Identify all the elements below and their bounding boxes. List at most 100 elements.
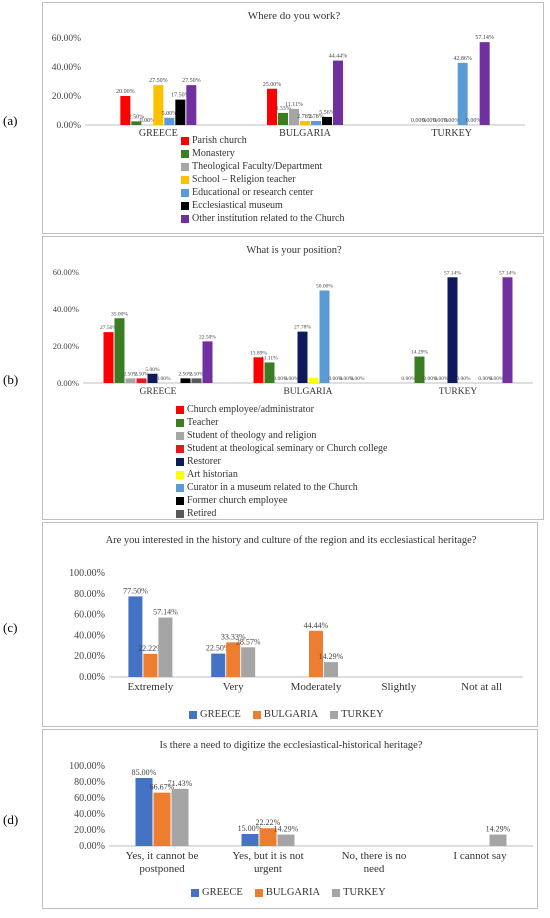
bar: [322, 116, 332, 125]
data-label: 8.33%: [275, 106, 291, 112]
legend-entry: TURKEY: [330, 709, 384, 720]
data-label: 0.00%: [422, 118, 438, 124]
legend-entry: Ecclesiastical museum: [181, 199, 344, 212]
data-label: 5.56%: [319, 110, 335, 116]
data-label: 44.44%: [304, 621, 329, 630]
bar: [297, 331, 308, 383]
legend-swatch: [176, 483, 184, 492]
y-tick-label: 60.00%: [52, 34, 81, 44]
chart-b-title: What is your position?: [246, 245, 342, 256]
legend-swatch: [181, 162, 189, 171]
data-label: 0.00%: [350, 376, 365, 382]
chart-b-svg: What is your position? 0.00% 20.00% 40.00% 6…: [53, 245, 533, 397]
legend-entry: Restorer: [176, 455, 388, 468]
data-label: 2.50%: [178, 371, 193, 377]
legend-label: TURKEY: [343, 887, 386, 898]
panel-letter-b: (b): [3, 372, 19, 387]
legend-swatch: [181, 188, 189, 197]
legend-label: Retired: [187, 508, 217, 519]
legend-swatch: [332, 888, 341, 897]
data-label: 0.00%: [456, 376, 471, 382]
legend-entry: Educational or research center: [181, 186, 344, 199]
data-label: 0.00%: [401, 376, 416, 382]
legend-entry: BULGARIA: [254, 887, 321, 898]
bar: [103, 332, 114, 383]
bar: [171, 788, 189, 846]
data-label: 0.00%: [466, 118, 482, 124]
data-label: 2.50%: [134, 371, 149, 377]
legend-swatch: [176, 470, 184, 479]
legend-label: Student of theology and religion: [187, 430, 317, 441]
data-label: 0.00%: [156, 376, 171, 382]
data-label: 25.00%: [263, 82, 282, 88]
legend-entry: Teacher: [176, 416, 388, 429]
data-label: 27.78%: [294, 325, 311, 331]
data-label: 57.14%: [475, 35, 494, 41]
data-label: 2.50%: [129, 114, 145, 120]
category-label: urgent: [254, 863, 282, 875]
chart-a-svg: Where do you work? 0.00% 20.00% 40.00% 60.00…: [52, 10, 525, 139]
legend-label: BULGARIA: [265, 887, 321, 898]
bar: [136, 378, 147, 383]
panel-letter-d: (d): [3, 812, 19, 827]
legend-label: Theological Faculty/Department: [192, 161, 323, 172]
panel-letter-a: (a): [3, 113, 18, 128]
y-tick-label: 0.00%: [79, 672, 105, 683]
category-label: I cannot say: [453, 850, 507, 862]
category-label: TURKEY: [431, 128, 472, 139]
chart-b-legend: Church employee/administrator Teacher Stud…: [176, 403, 388, 533]
panel-letter-c: (c): [3, 620, 18, 635]
bar: [457, 62, 468, 125]
legend-swatch: [176, 444, 184, 453]
data-label: 14.29%: [411, 350, 428, 356]
legend-swatch: [181, 175, 189, 184]
bar: [191, 378, 202, 383]
bar: [153, 792, 171, 846]
chart-d-title: Is there a need to digitize the ecclesia…: [160, 740, 423, 751]
legend-swatch: [176, 457, 184, 466]
bar: [414, 356, 425, 383]
legend-entry: Art historian: [176, 468, 388, 481]
bar: [180, 378, 191, 383]
bar: [186, 85, 197, 125]
legend-swatch: [176, 405, 184, 414]
y-tick-label: 40.00%: [52, 63, 81, 73]
y-tick-label: 20.00%: [52, 92, 81, 102]
chart-a-title: Where do you work?: [248, 10, 341, 22]
bar: [324, 662, 338, 677]
y-tick-label: 0.00%: [57, 378, 79, 388]
y-tick-label: 0.00%: [56, 121, 81, 131]
bar: [164, 117, 175, 125]
y-tick-label: 20.00%: [74, 825, 105, 836]
data-label: 0.00%: [423, 376, 438, 382]
legend-entry: BULGARIA: [252, 709, 318, 720]
category-label: Slightly: [381, 681, 416, 693]
legend-label: GREECE: [202, 887, 243, 898]
legend-swatch: [181, 201, 189, 210]
bar: [278, 112, 288, 125]
chart-panel-a: Where do you work? 0.00% 20.00% 40.00% 60.00…: [42, 2, 544, 234]
legend-swatch: [181, 214, 189, 223]
legend-entry: Church employee/administrator: [176, 403, 388, 416]
data-label: 0.00%: [339, 376, 354, 382]
legend-label: School – Religion teacher: [192, 174, 296, 185]
y-tick-label: 60.00%: [74, 793, 105, 804]
category-label: Not at all: [461, 681, 502, 693]
data-label: 0.00%: [284, 376, 299, 382]
category-label: Yes, but it is not: [232, 850, 303, 862]
y-tick-label: 100.00%: [69, 761, 105, 772]
bar: [267, 88, 277, 125]
legend-swatch: [189, 710, 197, 719]
legend-label: Restorer: [187, 456, 221, 467]
legend-entry: TURKEY: [332, 887, 386, 898]
legend-entry: Parish church: [181, 134, 344, 147]
data-label: 0.00%: [140, 118, 156, 124]
data-label: 13.89%: [250, 350, 267, 356]
data-label: 22.22%: [256, 818, 281, 827]
legend-swatch: [176, 418, 184, 427]
y-tick-label: 80.00%: [74, 589, 105, 600]
legend-label: Art historian: [187, 469, 238, 480]
legend-swatch: [176, 509, 184, 518]
y-tick-label: 80.00%: [74, 777, 105, 788]
category-label: Yes, it cannot be: [126, 850, 199, 862]
